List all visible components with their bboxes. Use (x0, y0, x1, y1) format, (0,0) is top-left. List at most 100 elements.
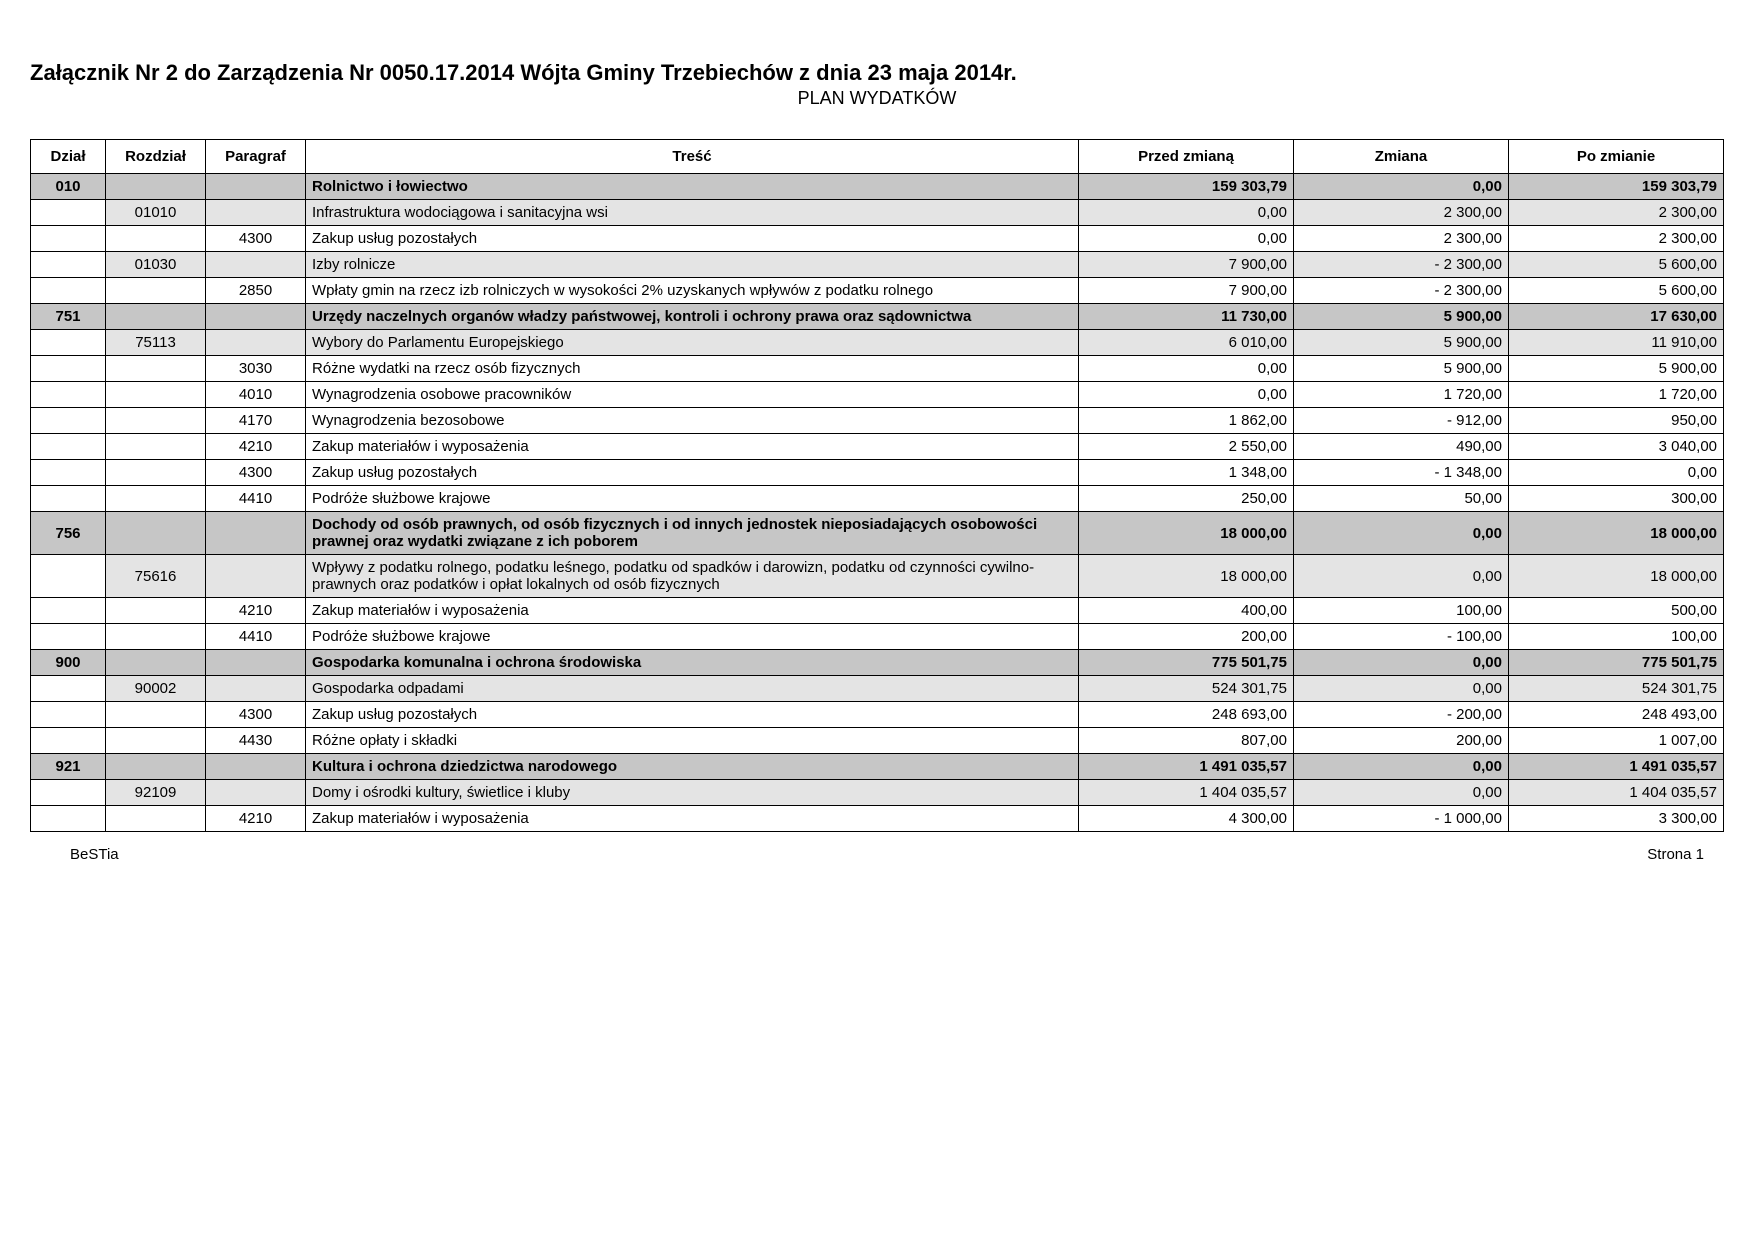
table-row: 4300Zakup usług pozostałych248 693,00- 2… (31, 702, 1724, 728)
cell-zmiana: - 912,00 (1294, 408, 1509, 434)
cell-paragraf: 4210 (206, 806, 306, 832)
cell-po: 950,00 (1509, 408, 1724, 434)
cell-zmiana: 5 900,00 (1294, 304, 1509, 330)
cell-po: 248 493,00 (1509, 702, 1724, 728)
cell-rozdzial (106, 486, 206, 512)
table-row: 01010Infrastruktura wodociągowa i sanita… (31, 200, 1724, 226)
cell-rozdzial (106, 434, 206, 460)
cell-przed: 200,00 (1079, 624, 1294, 650)
page-subtitle: PLAN WYDATKÓW (30, 88, 1724, 109)
cell-tresc: Zakup materiałów i wyposażenia (306, 806, 1079, 832)
cell-po: 1 720,00 (1509, 382, 1724, 408)
cell-zmiana: 0,00 (1294, 555, 1509, 598)
cell-tresc: Zakup materiałów i wyposażenia (306, 598, 1079, 624)
cell-zmiana: 5 900,00 (1294, 356, 1509, 382)
cell-rozdzial (106, 304, 206, 330)
cell-po: 775 501,75 (1509, 650, 1724, 676)
cell-tresc: Wpłaty gmin na rzecz izb rolniczych w wy… (306, 278, 1079, 304)
cell-tresc: Różne wydatki na rzecz osób fizycznych (306, 356, 1079, 382)
cell-przed: 7 900,00 (1079, 278, 1294, 304)
cell-paragraf (206, 512, 306, 555)
cell-tresc: Podróże służbowe krajowe (306, 624, 1079, 650)
cell-po: 18 000,00 (1509, 555, 1724, 598)
table-row: 4410Podróże służbowe krajowe200,00- 100,… (31, 624, 1724, 650)
cell-dzial (31, 226, 106, 252)
cell-rozdzial: 01030 (106, 252, 206, 278)
cell-zmiana: - 200,00 (1294, 702, 1509, 728)
cell-po: 5 600,00 (1509, 278, 1724, 304)
cell-przed: 1 862,00 (1079, 408, 1294, 434)
cell-rozdzial (106, 650, 206, 676)
cell-zmiana: 490,00 (1294, 434, 1509, 460)
cell-po: 1 491 035,57 (1509, 754, 1724, 780)
cell-paragraf (206, 780, 306, 806)
cell-rozdzial (106, 624, 206, 650)
cell-tresc: Gospodarka komunalna i ochrona środowisk… (306, 650, 1079, 676)
cell-po: 1 404 035,57 (1509, 780, 1724, 806)
cell-rozdzial (106, 226, 206, 252)
cell-dzial (31, 330, 106, 356)
cell-zmiana: 2 300,00 (1294, 226, 1509, 252)
cell-zmiana: 0,00 (1294, 676, 1509, 702)
col-przed: Przed zmianą (1079, 140, 1294, 174)
cell-rozdzial (106, 728, 206, 754)
cell-rozdzial (106, 382, 206, 408)
cell-zmiana: 50,00 (1294, 486, 1509, 512)
cell-tresc: Wynagrodzenia bezosobowe (306, 408, 1079, 434)
cell-paragraf (206, 200, 306, 226)
table-row: 010Rolnictwo i łowiectwo159 303,790,0015… (31, 174, 1724, 200)
table-row: 2850Wpłaty gmin na rzecz izb rolniczych … (31, 278, 1724, 304)
table-row: 4430Różne opłaty i składki807,00200,001 … (31, 728, 1724, 754)
col-dzial: Dział (31, 140, 106, 174)
cell-dzial (31, 460, 106, 486)
cell-po: 0,00 (1509, 460, 1724, 486)
cell-paragraf: 4170 (206, 408, 306, 434)
cell-przed: 248 693,00 (1079, 702, 1294, 728)
cell-po: 3 300,00 (1509, 806, 1724, 832)
cell-po: 100,00 (1509, 624, 1724, 650)
cell-paragraf (206, 676, 306, 702)
cell-przed: 0,00 (1079, 200, 1294, 226)
cell-przed: 18 000,00 (1079, 555, 1294, 598)
cell-paragraf (206, 174, 306, 200)
cell-rozdzial: 90002 (106, 676, 206, 702)
cell-zmiana: 2 300,00 (1294, 200, 1509, 226)
cell-zmiana: - 1 348,00 (1294, 460, 1509, 486)
table-row: 4300Zakup usług pozostałych0,002 300,002… (31, 226, 1724, 252)
col-rozdzial: Rozdział (106, 140, 206, 174)
cell-zmiana: - 1 000,00 (1294, 806, 1509, 832)
cell-dzial (31, 598, 106, 624)
cell-dzial (31, 555, 106, 598)
cell-tresc: Rolnictwo i łowiectwo (306, 174, 1079, 200)
table-row: 4010Wynagrodzenia osobowe pracowników0,0… (31, 382, 1724, 408)
cell-dzial (31, 200, 106, 226)
cell-rozdzial (106, 460, 206, 486)
cell-rozdzial (106, 754, 206, 780)
table-row: 4210Zakup materiałów i wyposażenia4 300,… (31, 806, 1724, 832)
cell-po: 11 910,00 (1509, 330, 1724, 356)
cell-zmiana: 0,00 (1294, 650, 1509, 676)
cell-po: 159 303,79 (1509, 174, 1724, 200)
table-row: 75616Wpływy z podatku rolnego, podatku l… (31, 555, 1724, 598)
cell-rozdzial: 75616 (106, 555, 206, 598)
cell-przed: 0,00 (1079, 382, 1294, 408)
cell-tresc: Wybory do Parlamentu Europejskiego (306, 330, 1079, 356)
cell-dzial (31, 382, 106, 408)
cell-tresc: Domy i ośrodki kultury, świetlice i klub… (306, 780, 1079, 806)
cell-przed: 18 000,00 (1079, 512, 1294, 555)
cell-tresc: Zakup usług pozostałych (306, 226, 1079, 252)
cell-dzial (31, 624, 106, 650)
col-po: Po zmianie (1509, 140, 1724, 174)
cell-rozdzial: 75113 (106, 330, 206, 356)
cell-paragraf: 4430 (206, 728, 306, 754)
cell-po: 3 040,00 (1509, 434, 1724, 460)
cell-paragraf (206, 330, 306, 356)
cell-przed: 0,00 (1079, 356, 1294, 382)
cell-zmiana: - 2 300,00 (1294, 252, 1509, 278)
cell-tresc: Urzędy naczelnych organów władzy państwo… (306, 304, 1079, 330)
cell-zmiana: 1 720,00 (1294, 382, 1509, 408)
cell-tresc: Wynagrodzenia osobowe pracowników (306, 382, 1079, 408)
footer-left: BeSTia (70, 846, 119, 863)
cell-paragraf (206, 304, 306, 330)
cell-tresc: Zakup usług pozostałych (306, 460, 1079, 486)
